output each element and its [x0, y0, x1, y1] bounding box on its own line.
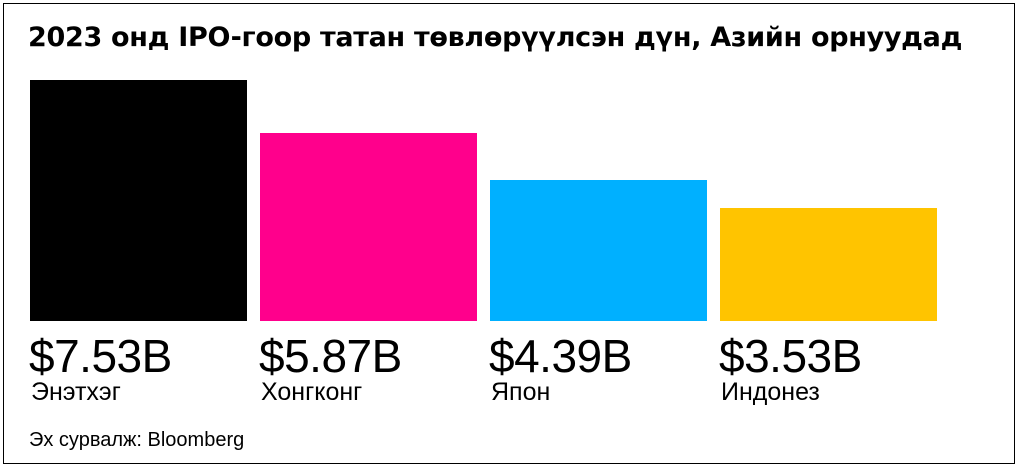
bar-2: [260, 133, 477, 321]
category-label-4: Индонез: [721, 378, 820, 406]
value-label-1: $7.53B: [29, 330, 172, 382]
bar-1: [30, 80, 247, 321]
category-label-1: Энэтхэг: [31, 378, 121, 406]
value-label-4: $3.53B: [719, 330, 862, 382]
category-label-3: Япон: [491, 378, 551, 406]
bar-4: [720, 208, 937, 321]
category-label-2: Хонгконг: [261, 378, 363, 406]
source-note: Эх сурвалж: Bloomberg: [29, 429, 245, 451]
value-label-2: $5.87B: [259, 330, 402, 382]
chart-title: 2023 онд IPO-гоор татан төвлөрүүлсэн дүн…: [28, 22, 963, 53]
bar-3: [490, 180, 707, 321]
value-label-3: $4.39B: [489, 330, 632, 382]
